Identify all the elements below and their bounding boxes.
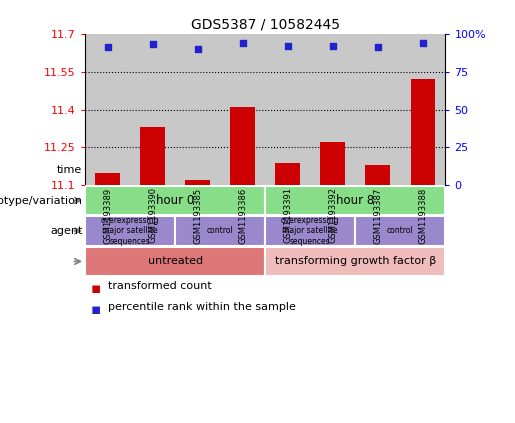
Bar	[175, 34, 220, 185]
Bar	[320, 143, 345, 185]
Bar	[410, 79, 435, 185]
Bar	[140, 127, 165, 185]
Point	[104, 44, 112, 51]
Text: GSM1193385: GSM1193385	[193, 187, 202, 244]
Point	[419, 39, 427, 46]
Bar	[265, 247, 445, 276]
Text: ▪: ▪	[90, 302, 100, 317]
Bar	[276, 162, 300, 185]
Bar	[175, 216, 265, 246]
Text: GSM1193386: GSM1193386	[238, 187, 247, 244]
Point	[284, 43, 292, 49]
Text: GSM1193390: GSM1193390	[148, 187, 157, 243]
Text: GSM1193392: GSM1193392	[329, 187, 337, 243]
Text: ▪: ▪	[90, 281, 100, 296]
Point	[329, 43, 337, 49]
Bar	[85, 216, 175, 246]
Text: GSM1193387: GSM1193387	[373, 187, 382, 244]
Text: transformed count: transformed count	[108, 281, 212, 291]
Text: hour 0: hour 0	[156, 194, 194, 207]
Bar	[366, 165, 390, 185]
Bar	[230, 107, 255, 185]
Point	[194, 46, 202, 52]
Bar	[265, 216, 355, 246]
Text: control: control	[387, 226, 414, 236]
Text: GSM1193389: GSM1193389	[103, 187, 112, 244]
Text: percentile rank within the sample: percentile rank within the sample	[108, 302, 296, 312]
Text: genotype/variation: genotype/variation	[0, 195, 82, 206]
Bar	[355, 216, 445, 246]
Text: GSM1193388: GSM1193388	[419, 187, 427, 244]
Title: GDS5387 / 10582445: GDS5387 / 10582445	[191, 17, 340, 31]
Bar	[85, 34, 130, 185]
Bar	[95, 173, 120, 185]
Bar	[85, 186, 265, 215]
Text: hour 8: hour 8	[336, 194, 374, 207]
Text: agent: agent	[50, 226, 82, 236]
Text: control: control	[207, 226, 233, 236]
Text: untreated: untreated	[147, 256, 203, 266]
Text: transforming growth factor β: transforming growth factor β	[274, 256, 436, 266]
Text: overexpressing
major satellite
sequences: overexpressing major satellite sequences	[281, 216, 339, 246]
Bar	[130, 34, 175, 185]
Text: overexpressing
major satellite
sequences: overexpressing major satellite sequences	[101, 216, 159, 246]
Bar	[355, 34, 401, 185]
Text: GSM1193391: GSM1193391	[283, 187, 292, 243]
Point	[374, 44, 382, 51]
Point	[148, 41, 157, 48]
Bar	[265, 186, 445, 215]
Bar	[85, 247, 265, 276]
Bar	[401, 34, 445, 185]
Text: time: time	[57, 165, 82, 175]
Bar	[310, 34, 355, 185]
Bar	[265, 34, 310, 185]
Bar	[185, 180, 210, 185]
Bar	[220, 34, 265, 185]
Point	[238, 39, 247, 46]
